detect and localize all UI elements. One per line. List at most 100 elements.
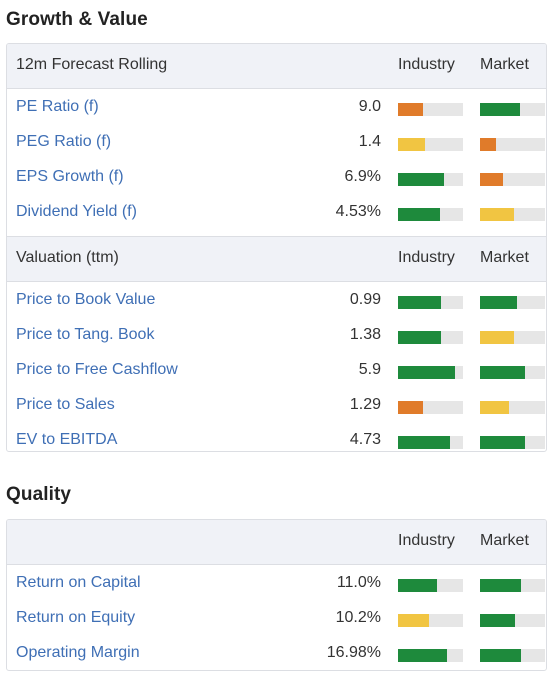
industry-rating-bar [398,331,463,344]
metric-row-eps-growth-f: EPS Growth (f) 6.9% [7,162,546,197]
metric-value: 5.9 [358,361,381,378]
market-rating-fill [480,366,525,379]
industry-rating-bar [398,138,463,151]
industry-rating-bar [398,401,463,414]
valuation-header: Valuation (ttm) Industry Market [7,236,546,282]
industry-rating-fill [398,296,441,309]
industry-rating-fill [398,579,437,592]
market-rating-bar [480,579,545,592]
industry-rating-bar [398,436,463,449]
metric-row-return-on-equity: Return on Equity 10.2% [7,603,546,638]
industry-rating-bar [398,614,463,627]
metric-value: 10.2% [335,609,381,626]
market-rating-bar [480,436,545,449]
industry-rating-fill [398,331,441,344]
metric-row-peg-ratio-f: PEG Ratio (f) 1.4 [7,127,546,162]
market-rating-fill [480,173,503,186]
metric-link-peg-ratio-f[interactable]: PEG Ratio (f) [16,133,112,150]
metric-value: 16.98% [326,644,381,661]
metric-link-dividend-yield-f[interactable]: Dividend Yield (f) [16,203,137,220]
industry-rating-bar [398,208,463,221]
quality-header: Industry Market [7,520,546,565]
valuation-rows: Price to Book Value 0.99 Price to Tang. Bo… [7,285,546,451]
metric-row-price-to-tang-book: Price to Tang. Book 1.38 [7,320,546,355]
growth-value-title: Growth & Value [6,9,148,30]
metric-link-price-to-sales[interactable]: Price to Sales [16,396,115,413]
metric-value: 0.99 [349,291,381,308]
industry-rating-bar [398,103,463,116]
industry-rating-bar [398,173,463,186]
industry-rating-fill [398,614,430,627]
market-rating-fill [480,401,510,414]
metric-row-price-to-sales: Price to Sales 1.29 [7,390,546,425]
industry-rating-fill [398,401,423,414]
industry-rating-fill [398,138,426,151]
market-rating-bar [480,331,545,344]
market-rating-bar [480,614,545,627]
market-rating-fill [480,579,521,592]
market-rating-fill [480,614,516,627]
metric-link-eps-growth-f[interactable]: EPS Growth (f) [16,168,124,185]
metric-link-price-to-free-cashflow[interactable]: Price to Free Cashflow [16,361,178,378]
industry-rating-fill [398,173,444,186]
industry-rating-bar [398,296,463,309]
market-rating-bar [480,103,545,116]
metric-value: 9.0 [358,98,381,115]
industry-rating-bar [398,579,463,592]
metric-link-ev-to-ebitda[interactable]: EV to EBITDA [16,431,118,448]
metric-link-return-on-capital[interactable]: Return on Capital [16,574,141,591]
industry-column-header: Industry [398,249,455,266]
metric-link-price-to-book-value[interactable]: Price to Book Value [16,291,156,308]
industry-rating-fill [398,103,423,116]
market-rating-fill [480,296,518,309]
market-rating-fill [480,331,514,344]
metric-value: 1.29 [349,396,381,413]
industry-rating-fill [398,208,441,221]
metric-value: 1.38 [349,326,381,343]
quality-card: Industry Market Return on Capital 11.0% Re… [6,519,547,671]
market-column-header: Market [480,532,529,549]
valuation-header-label: Valuation (ttm) [16,249,119,266]
metric-value: 6.9% [344,168,381,185]
market-rating-fill [480,436,525,449]
metric-row-price-to-free-cashflow: Price to Free Cashflow 5.9 [7,355,546,390]
market-rating-bar [480,401,545,414]
industry-rating-bar [398,366,463,379]
market-rating-bar [480,208,545,221]
market-rating-bar [480,366,545,379]
market-column-header: Market [480,56,529,73]
industry-rating-fill [398,436,450,449]
forecast-header: 12m Forecast Rolling Industry Market [7,44,546,89]
metric-link-return-on-equity[interactable]: Return on Equity [16,609,136,626]
market-rating-bar [480,173,545,186]
metric-row-return-on-capital: Return on Capital 11.0% [7,568,546,603]
market-rating-fill [480,208,514,221]
metric-link-pe-ratio-f[interactable]: PE Ratio (f) [16,98,99,115]
market-column-header: Market [480,249,529,266]
growth-value-card: 12m Forecast Rolling Industry Market PE … [6,43,547,452]
industry-column-header: Industry [398,532,455,549]
metric-row-operating-margin: Operating Margin 16.98% [7,638,546,670]
metric-row-dividend-yield-f: Dividend Yield (f) 4.53% [7,197,546,232]
metric-row-ev-to-ebitda: EV to EBITDA 4.73 [7,425,546,451]
market-rating-bar [480,138,545,151]
market-rating-bar [480,296,545,309]
industry-rating-fill [398,366,456,379]
market-rating-fill [480,138,497,151]
metric-row-pe-ratio-f: PE Ratio (f) 9.0 [7,92,546,127]
market-rating-bar [480,649,545,662]
metric-value: 1.4 [358,133,381,150]
metric-link-price-to-tang-book[interactable]: Price to Tang. Book [16,326,155,343]
metric-value: 11.0% [336,574,381,591]
metric-value: 4.73 [349,431,381,448]
industry-rating-bar [398,649,463,662]
industry-rating-fill [398,649,447,662]
quality-rows: Return on Capital 11.0% Return on Equity 10… [7,568,546,670]
forecast-header-label: 12m Forecast Rolling [16,56,168,73]
quality-title: Quality [6,484,72,505]
industry-column-header: Industry [398,56,455,73]
metric-link-operating-margin[interactable]: Operating Margin [16,644,140,661]
market-rating-fill [480,649,521,662]
metric-value: 4.53% [335,203,381,220]
forecast-rows: PE Ratio (f) 9.0 PEG Ratio (f) 1.4 EPS Growt… [7,92,546,232]
